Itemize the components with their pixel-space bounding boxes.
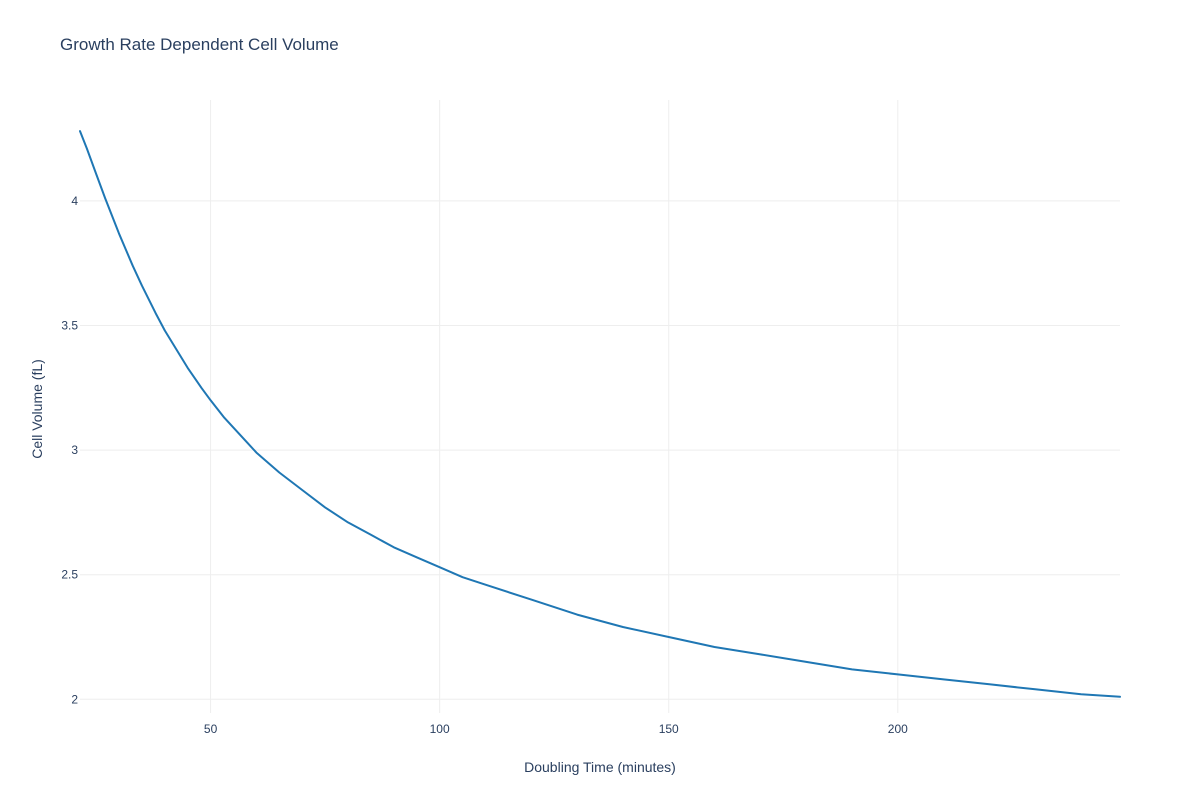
x-axis-title: Doubling Time (minutes) [524,759,676,775]
y-tick-label: 3.5 [61,319,78,333]
x-tick-label: 150 [659,722,679,736]
x-tick-label: 200 [888,722,908,736]
y-axis-ticks: 2 2.5 3 3.5 4 [61,194,78,706]
x-axis-ticks: 50 100 150 200 [204,722,908,736]
y-tick-label: 4 [71,194,78,208]
plot-series [79,130,1121,698]
chart-title: Growth Rate Dependent Cell Volume [60,35,339,54]
y-tick-label: 3 [71,443,78,457]
y-tick-label: 2 [71,692,78,706]
series-line [79,130,1121,698]
y-tick-label: 2.5 [61,568,78,582]
x-tick-label: 50 [204,722,218,736]
y-axis-title: Cell Volume (fL) [29,359,45,459]
x-tick-label: 100 [430,722,450,736]
